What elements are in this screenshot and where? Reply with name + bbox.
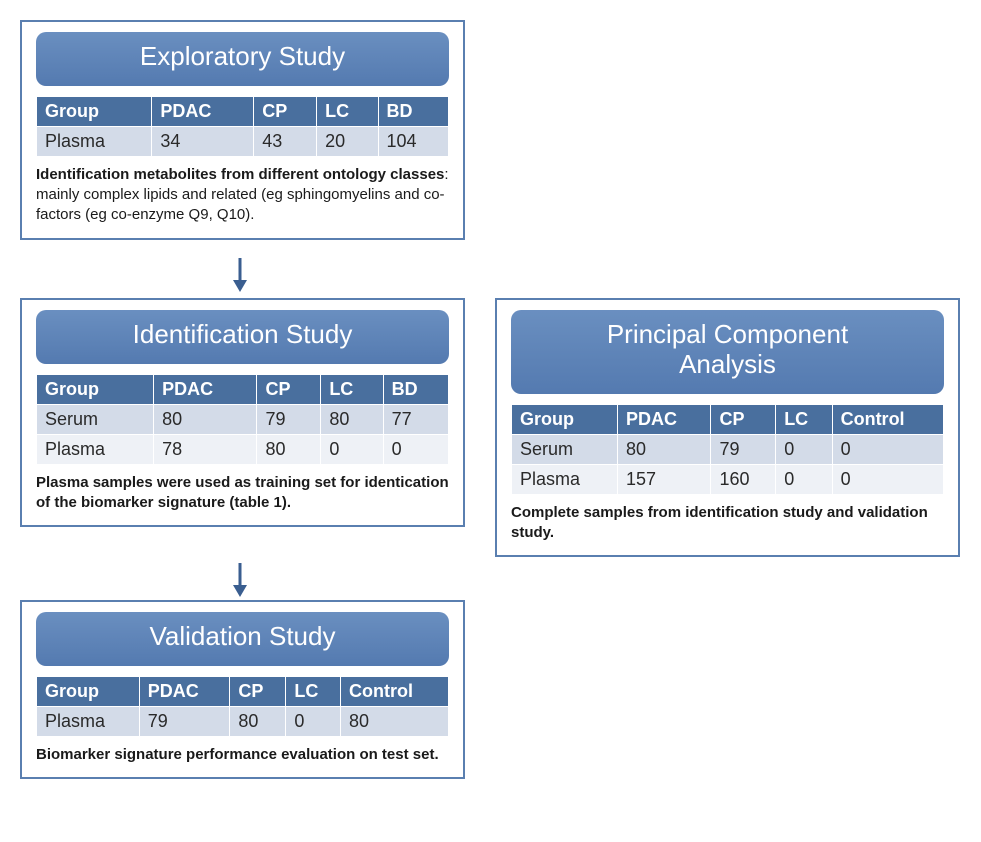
cell: 34 xyxy=(152,126,254,156)
cell: 0 xyxy=(321,434,383,464)
col-header: Group xyxy=(37,96,152,126)
panel-exploratory: Exploratory Study Group PDAC CP LC BD Pl… xyxy=(20,20,465,240)
table-row: Serum 80 79 0 0 xyxy=(512,434,944,464)
cell: 0 xyxy=(776,464,832,494)
cell: 43 xyxy=(254,126,317,156)
title-identification: Identification Study xyxy=(36,310,449,364)
cell: 157 xyxy=(617,464,711,494)
cell: 79 xyxy=(711,434,776,464)
col-header: PDAC xyxy=(617,404,711,434)
title-pca: Principal Component Analysis xyxy=(511,310,944,394)
panel-identification: Identification Study Group PDAC CP LC BD… xyxy=(20,298,465,527)
caption-validation: Biomarker signature performance evaluati… xyxy=(36,745,449,765)
col-header: Control xyxy=(341,676,449,706)
col-header: Control xyxy=(832,404,943,434)
col-header: PDAC xyxy=(139,676,230,706)
table-identification: Group PDAC CP LC BD Serum 80 79 80 77 Pl… xyxy=(36,374,449,465)
cell: 104 xyxy=(378,126,448,156)
cell: 0 xyxy=(383,434,448,464)
col-header: PDAC xyxy=(154,374,257,404)
cell: Plasma xyxy=(512,464,618,494)
cell: 160 xyxy=(711,464,776,494)
table-row: Plasma 157 160 0 0 xyxy=(512,464,944,494)
col-header: LC xyxy=(317,96,378,126)
cell: 80 xyxy=(230,706,286,736)
cell: 77 xyxy=(383,404,448,434)
cell: 80 xyxy=(617,434,711,464)
cell: 78 xyxy=(154,434,257,464)
table-row: Plasma 78 80 0 0 xyxy=(37,434,449,464)
cell: Plasma xyxy=(37,434,154,464)
flowchart-container: Exploratory Study Group PDAC CP LC BD Pl… xyxy=(20,20,961,822)
title-line: Analysis xyxy=(679,349,776,379)
panel-validation: Validation Study Group PDAC CP LC Contro… xyxy=(20,600,465,779)
col-header: BD xyxy=(383,374,448,404)
col-header: PDAC xyxy=(152,96,254,126)
arrow-down-icon xyxy=(230,563,250,597)
col-header: LC xyxy=(776,404,832,434)
cell: Serum xyxy=(512,434,618,464)
col-header: Group xyxy=(37,676,140,706)
cell: 80 xyxy=(154,404,257,434)
cell: 79 xyxy=(139,706,230,736)
cell: 0 xyxy=(286,706,341,736)
col-header: Group xyxy=(37,374,154,404)
caption-bold: Identification metabolites from differen… xyxy=(36,166,444,183)
arrow-down-icon xyxy=(230,258,250,292)
title-exploratory: Exploratory Study xyxy=(36,32,449,86)
table-pca: Group PDAC CP LC Control Serum 80 79 0 0… xyxy=(511,404,944,495)
caption-text: Plasma samples were used as training set… xyxy=(36,474,449,511)
col-header: CP xyxy=(254,96,317,126)
col-header: LC xyxy=(321,374,383,404)
table-row: Plasma 34 43 20 104 xyxy=(37,126,449,156)
col-header: Group xyxy=(512,404,618,434)
caption-identification: Plasma samples were used as training set… xyxy=(36,473,449,514)
panel-pca: Principal Component Analysis Group PDAC … xyxy=(495,298,960,557)
col-header: CP xyxy=(257,374,321,404)
cell: Plasma xyxy=(37,126,152,156)
cell: 80 xyxy=(257,434,321,464)
title-line: Principal Component xyxy=(607,319,848,349)
table-row: Serum 80 79 80 77 xyxy=(37,404,449,434)
cell: 80 xyxy=(321,404,383,434)
caption-exploratory: Identification metabolites from differen… xyxy=(36,165,449,226)
cell: 20 xyxy=(317,126,378,156)
caption-text: Biomarker signature performance evaluati… xyxy=(36,746,439,763)
col-header: BD xyxy=(378,96,448,126)
title-validation: Validation Study xyxy=(36,612,449,666)
cell: 79 xyxy=(257,404,321,434)
cell: 0 xyxy=(832,434,943,464)
cell: Plasma xyxy=(37,706,140,736)
cell: 80 xyxy=(341,706,449,736)
caption-text: Complete samples from identification stu… xyxy=(511,504,928,541)
cell: 0 xyxy=(832,464,943,494)
cell: Serum xyxy=(37,404,154,434)
cell: 0 xyxy=(776,434,832,464)
col-header: CP xyxy=(230,676,286,706)
table-row: Plasma 79 80 0 80 xyxy=(37,706,449,736)
table-exploratory: Group PDAC CP LC BD Plasma 34 43 20 104 xyxy=(36,96,449,157)
col-header: CP xyxy=(711,404,776,434)
col-header: LC xyxy=(286,676,341,706)
table-validation: Group PDAC CP LC Control Plasma 79 80 0 … xyxy=(36,676,449,737)
caption-pca: Complete samples from identification stu… xyxy=(511,503,944,544)
